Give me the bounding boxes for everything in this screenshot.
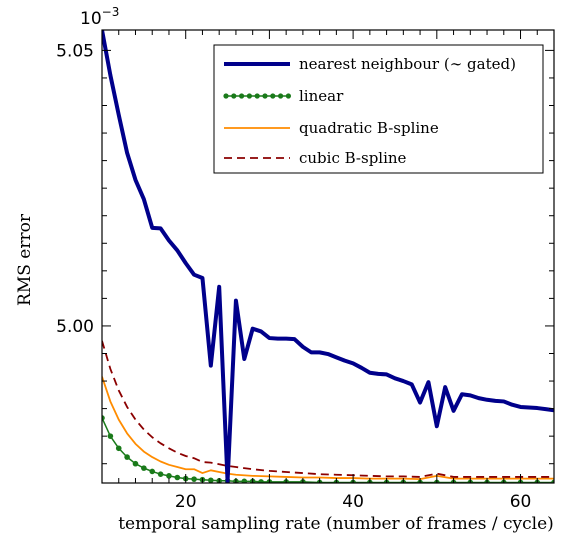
series-point [102,415,105,421]
y-multiplier: 10−3 [80,5,119,29]
legend-marker [278,93,284,99]
series-line-0 [102,30,554,483]
x-tick-label: 40 [342,492,364,512]
y-axis-label: RMS error [15,213,35,306]
series-point [166,473,172,479]
x-axis: 20 40 60 [101,30,555,512]
plot-frame [101,29,555,484]
legend-marker [270,93,276,99]
series-line-1 [102,417,554,483]
y-tick-label: 5.05 [56,41,94,61]
y-axis: 5.00 5.05 [56,41,554,465]
legend-label-3: cubic B-spline [299,149,407,167]
series-point [208,477,214,483]
x-axis-label: temporal sampling rate (number of frames… [118,514,554,534]
legend-marker [239,93,245,99]
x-tick-label: 20 [175,492,197,512]
legend-marker [254,93,260,99]
series-point [115,445,122,452]
legend-marker [262,93,268,99]
x-tick-label: 60 [510,492,532,512]
series-point [191,476,197,482]
legend-box [213,44,544,174]
y-tick-label: 5.00 [56,317,94,337]
series-point [124,454,130,460]
legend: nearest neighbour (∼ gated) linear quadrat… [213,44,544,174]
series-line-2 [102,376,554,481]
series-point [157,471,164,477]
series-point [141,465,147,471]
series-point [107,433,114,439]
legend-label-0: nearest neighbour (∼ gated) [299,55,516,73]
series-line-3 [102,340,554,478]
series-point [149,468,156,475]
legend-marker [246,93,252,99]
series-point [132,460,139,467]
series-layer [102,30,554,483]
legend-marker [231,93,237,99]
series-point [551,479,554,483]
legend-marker [223,93,229,99]
legend-marker [285,93,291,99]
legend-label-2: quadratic B-spline [299,119,439,137]
y-multiplier-exponent: −3 [102,5,120,19]
series-point [174,474,181,481]
legend-label-1: linear [299,87,344,105]
series-point [241,478,248,483]
y-multiplier-base: 10 [80,9,102,29]
series-point [258,479,264,483]
